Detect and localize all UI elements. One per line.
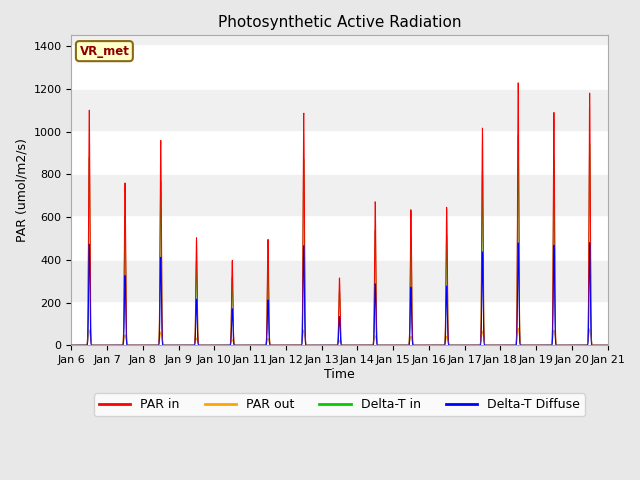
Bar — [72, 302, 607, 345]
Title: Photosynthetic Active Radiation: Photosynthetic Active Radiation — [218, 15, 461, 30]
Bar — [72, 132, 607, 174]
Bar — [72, 217, 607, 260]
X-axis label: Time: Time — [324, 368, 355, 381]
Bar — [72, 46, 607, 89]
Y-axis label: PAR (umol/m2/s): PAR (umol/m2/s) — [15, 138, 28, 242]
Text: VR_met: VR_met — [79, 45, 129, 58]
Legend: PAR in, PAR out, Delta-T in, Delta-T Diffuse: PAR in, PAR out, Delta-T in, Delta-T Dif… — [94, 394, 585, 417]
